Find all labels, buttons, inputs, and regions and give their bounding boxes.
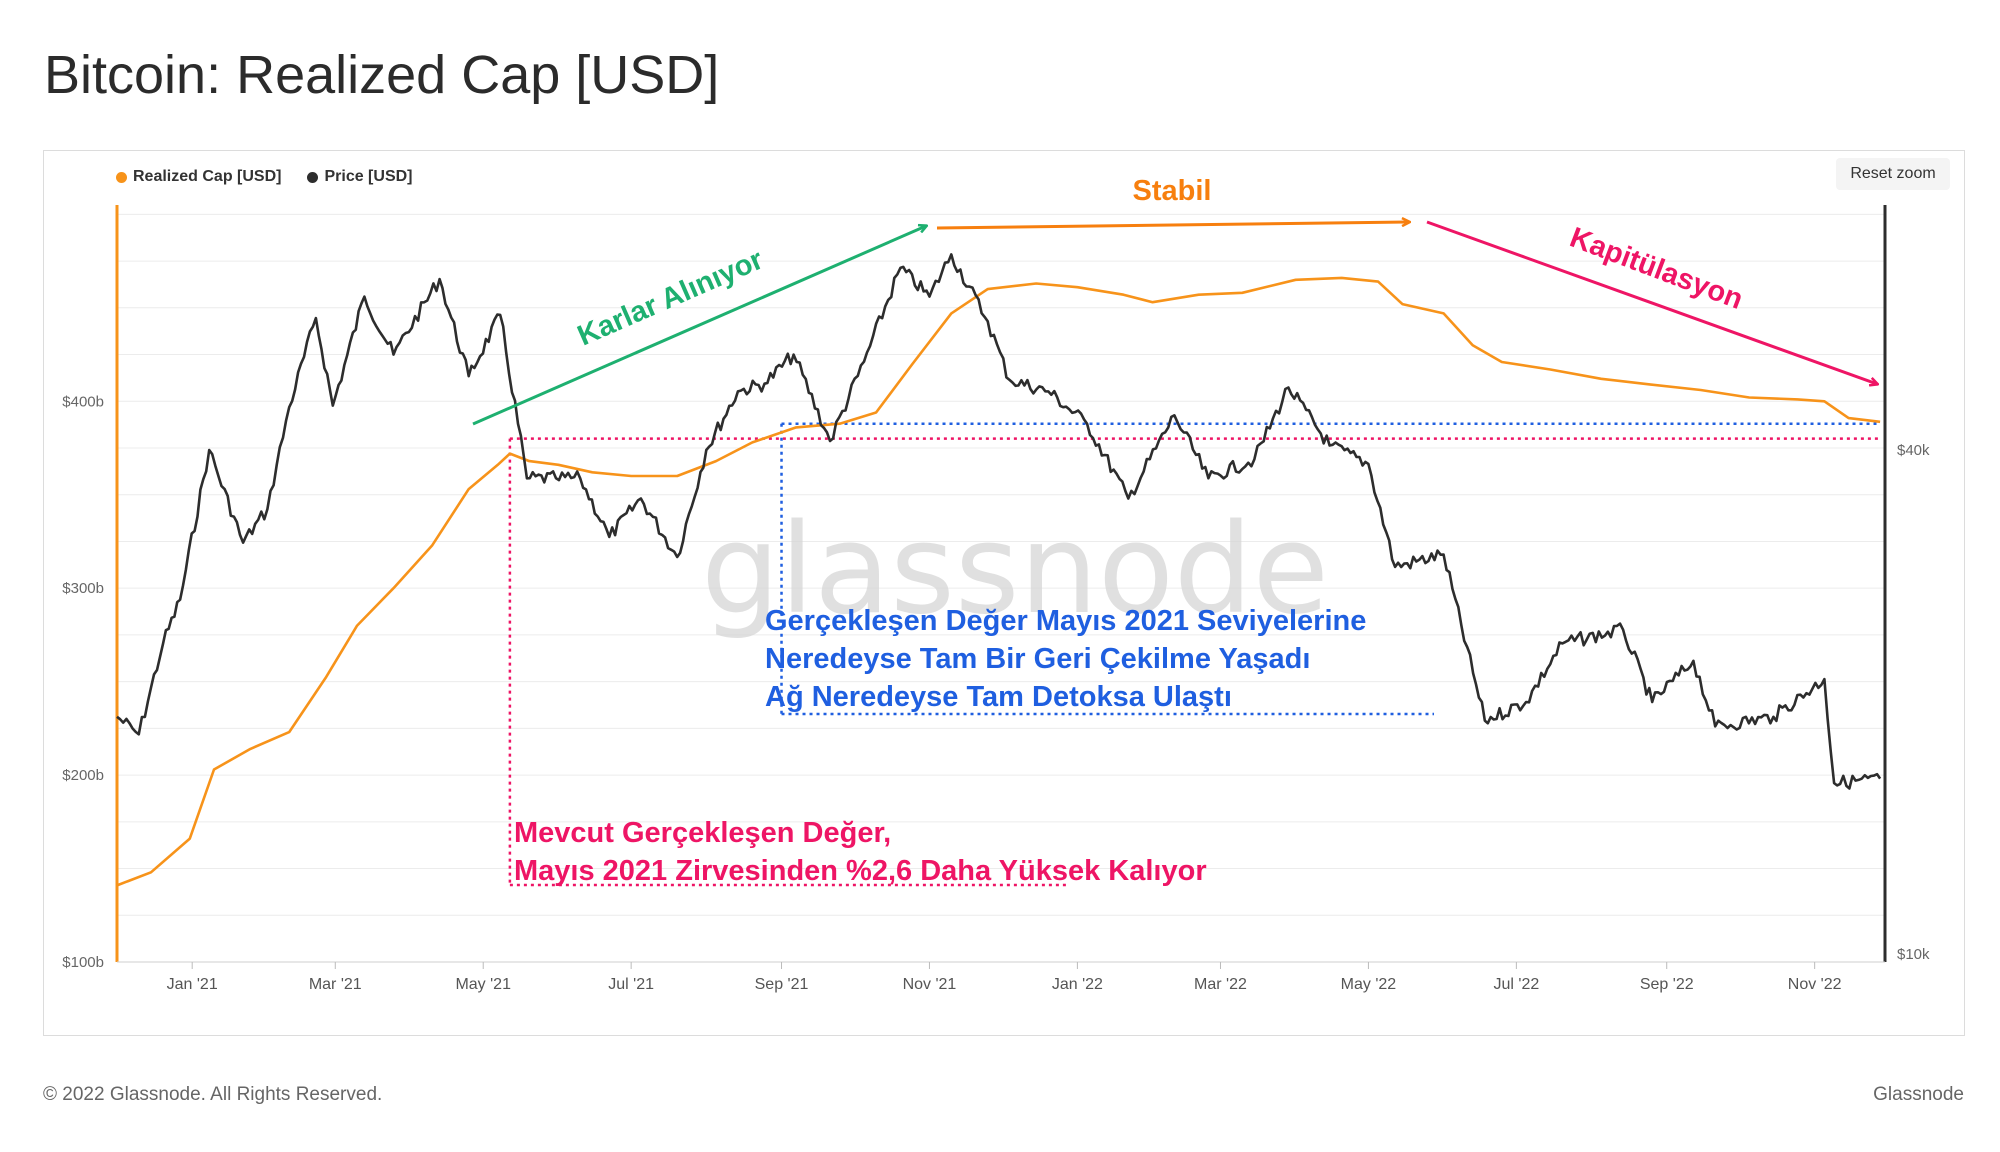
legend-item-realized-cap[interactable]: Realized Cap [USD]	[116, 168, 281, 186]
annotation-blue-line-1: Gerçekleşen Değer Mayıs 2021 Seviyelerin…	[765, 605, 1366, 637]
x-tick-label: Jul '21	[608, 976, 654, 993]
grid-lines	[117, 213, 1885, 916]
page-title: Bitcoin: Realized Cap [USD]	[44, 45, 720, 105]
arrow-kapitulasyon	[1426, 220, 1877, 384]
arrow-karlar	[472, 226, 926, 426]
legend-item-price[interactable]: Price [USD]	[307, 168, 413, 186]
arrow-stabil	[936, 222, 1409, 230]
x-tick-label: May '22	[1341, 976, 1397, 993]
y-left-tick-label: $300b	[62, 580, 104, 597]
annotation-blue-line-2: Neredeyse Tam Bir Geri Çekilme Yaşadı	[765, 643, 1310, 675]
legend-marker-realized-cap	[116, 171, 127, 183]
x-tick-label: Mar '21	[309, 976, 362, 993]
series-lines	[116, 253, 1882, 887]
x-tick-label: Mar '22	[1194, 976, 1247, 993]
x-tick-label: Sep '22	[1640, 976, 1694, 993]
axes: $100b $200b $300b $400b $10k $40k Jan '21 Mar '…	[62, 205, 1930, 993]
y-right-tick-label: $10k	[1897, 946, 1930, 963]
x-tick-label: May '21	[455, 976, 511, 993]
x-tick-label: Nov '22	[1788, 976, 1842, 993]
annotation-stabil: Stabil	[1133, 175, 1212, 207]
legend-label-price: Price [USD]	[324, 168, 413, 185]
chart-frame	[43, 150, 1965, 1036]
reset-zoom-button[interactable]: Reset zoom	[1836, 158, 1950, 190]
y-left-tick-label: $200b	[62, 767, 104, 784]
chart-legend: Realized Cap [USD] Price [USD]	[116, 168, 413, 186]
legend-marker-price	[307, 171, 319, 183]
x-tick-label: Jan '22	[1052, 976, 1103, 993]
annotation-pink-line-2: Mayıs 2021 Zirvesinden %2,6 Daha Yüksek …	[514, 855, 1207, 887]
x-tick-label: Sep '21	[755, 976, 809, 993]
annotation-blue-line-3: Ağ Neredeyse Tam Detoksa Ulaştı	[765, 681, 1232, 713]
series-line-price	[116, 253, 1882, 790]
footer-brand: Glassnode	[1873, 1084, 1964, 1105]
annotation-kapitulasyon: Kapitülasyon	[1566, 222, 1748, 316]
annotation-pink-line-1: Mevcut Gerçekleşen Değer,	[514, 817, 891, 849]
reference-lines	[508, 422, 1879, 887]
series-line-realized-cap	[116, 276, 1881, 887]
y-left-tick-label: $400b	[62, 393, 104, 410]
x-tick-label: Jan '21	[167, 976, 218, 993]
footer-copyright: © 2022 Glassnode. All Rights Reserved.	[43, 1084, 383, 1105]
watermark: glassnode	[701, 498, 1329, 642]
y-left-tick-label: $100b	[62, 954, 104, 971]
x-tick-label: Jul '22	[1493, 976, 1539, 993]
legend-label-realized-cap: Realized Cap [USD]	[133, 168, 282, 185]
y-right-tick-label: $40k	[1897, 442, 1930, 459]
x-tick-label: Nov '21	[903, 976, 957, 993]
